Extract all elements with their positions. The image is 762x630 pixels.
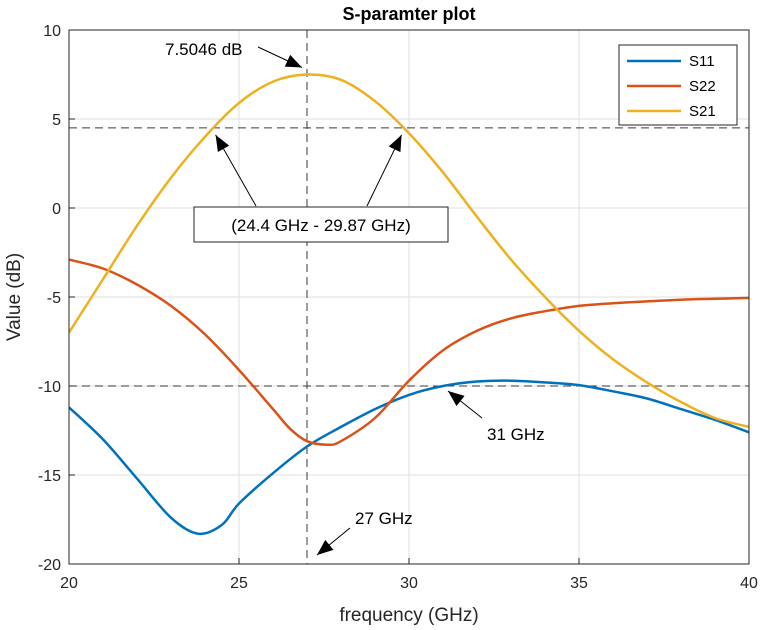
- series-line-s22: [69, 258, 749, 447]
- annotation-arrow-head: [388, 134, 402, 153]
- chart-title: S-paramter plot: [342, 4, 475, 24]
- y-tick-label: 0: [52, 201, 61, 218]
- legend-label-s11: S11: [689, 53, 715, 70]
- annotations: 7.5046 dB (24.4 GHz - 29.87 GHz) 31 GHz 27 …: [165, 40, 545, 556]
- y-tick-label: -15: [38, 468, 61, 485]
- legend-label-s21: S21: [689, 103, 716, 120]
- y-tick-label: -10: [38, 379, 61, 396]
- annotation-27ghz-text: 27 GHz: [355, 509, 413, 528]
- series-lines: [69, 73, 749, 536]
- annotation-arrow-head: [215, 134, 230, 153]
- y-tick-label: -20: [38, 557, 61, 574]
- y-tick-label: -5: [47, 290, 61, 307]
- axis-ticks: 20 25 30 35 40 10 5 0 -5 -10 -15 -20: [38, 23, 758, 592]
- y-tick-label: 10: [43, 23, 61, 40]
- series-line-s21: [69, 73, 749, 429]
- x-tick-label: 25: [230, 575, 248, 592]
- y-axis-label: Value (dB): [4, 253, 25, 341]
- annotation-31ghz-text: 31 GHz: [487, 425, 545, 444]
- annotation-peak-text: 7.5046 dB: [165, 40, 243, 59]
- legend: S11 S22 S21: [618, 44, 738, 126]
- x-tick-label: 40: [740, 575, 758, 592]
- legend-label-s22: S22: [689, 78, 716, 95]
- reference-lines: [69, 30, 749, 564]
- x-tick-label: 35: [570, 575, 588, 592]
- annotation-arrow-head: [284, 54, 302, 68]
- x-tick-label: 30: [400, 575, 418, 592]
- annotation-bandwidth-text: (24.4 GHz - 29.87 GHz): [231, 216, 411, 235]
- y-tick-label: 5: [52, 112, 61, 129]
- annotation-arrow-head: [448, 391, 465, 407]
- annotation-bandwidth-box: [193, 206, 449, 243]
- x-axis-label: frequency (GHz): [339, 605, 478, 626]
- x-tick-label: 20: [60, 575, 78, 592]
- annotation-arrow-head: [317, 539, 334, 555]
